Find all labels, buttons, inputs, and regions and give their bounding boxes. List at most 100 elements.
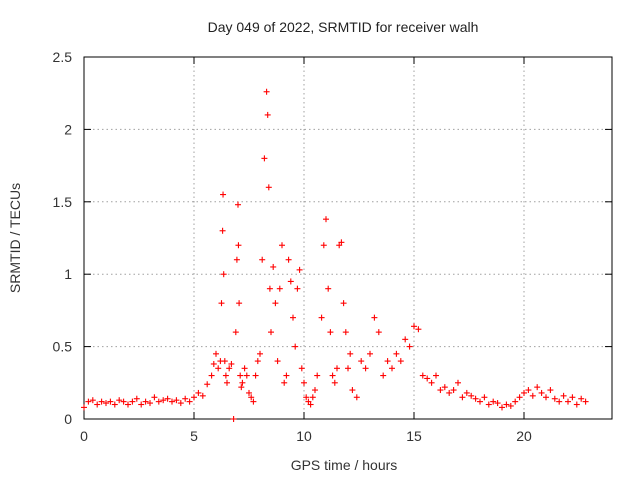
data-point <box>455 379 461 386</box>
data-point <box>560 392 567 399</box>
data-point <box>477 398 483 405</box>
data-point <box>393 350 400 357</box>
data-point <box>285 256 292 263</box>
data-point <box>266 285 273 292</box>
data-point <box>323 216 329 223</box>
data-point <box>320 242 327 249</box>
data-point <box>468 392 475 399</box>
data-point <box>257 350 263 357</box>
data-point <box>213 350 219 357</box>
data-series-srmtid <box>81 88 589 422</box>
data-point <box>116 397 123 404</box>
y-tick-label: 1 <box>64 266 72 282</box>
data-point <box>521 389 527 396</box>
data-point <box>358 358 365 365</box>
data-point <box>551 395 558 402</box>
data-point <box>107 398 114 405</box>
x-axis-label: GPS time / hours <box>291 457 398 473</box>
data-point <box>238 384 245 391</box>
data-point <box>490 398 497 405</box>
data-point <box>331 379 338 386</box>
x-tick-label: 5 <box>190 428 198 444</box>
y-axis-label: SRMTID / TECUs <box>7 183 23 293</box>
data-point <box>290 314 296 321</box>
data-point <box>94 401 101 408</box>
data-point <box>565 398 571 405</box>
data-point <box>147 400 153 407</box>
data-point <box>298 365 305 372</box>
data-point <box>338 239 345 246</box>
data-point <box>294 285 301 292</box>
data-point <box>270 263 277 270</box>
data-point <box>384 358 391 365</box>
data-point <box>481 394 488 401</box>
data-point <box>226 365 233 372</box>
plot-frame <box>83 56 613 420</box>
x-tick-label: 10 <box>296 428 312 444</box>
data-point <box>265 184 272 191</box>
data-point <box>276 285 283 292</box>
data-point <box>85 398 92 405</box>
chart-title: Day 049 of 2022, SRMTID for receiver wal… <box>208 19 479 35</box>
data-point <box>402 336 409 343</box>
data-point <box>433 372 439 379</box>
data-point <box>340 300 347 307</box>
data-point <box>406 343 413 350</box>
data-point <box>237 372 244 379</box>
data-point <box>155 398 162 405</box>
data-point <box>250 398 257 405</box>
data-point <box>327 329 334 336</box>
data-point <box>208 372 215 379</box>
y-tick-label: 2 <box>64 121 72 137</box>
grid-lines <box>84 57 612 419</box>
data-point <box>292 343 299 350</box>
data-point <box>424 375 431 382</box>
data-point <box>246 389 252 396</box>
data-point <box>111 401 118 408</box>
data-point <box>133 395 140 402</box>
data-point <box>224 379 230 386</box>
data-point <box>371 314 378 321</box>
data-point <box>437 387 444 394</box>
data-point <box>353 394 360 401</box>
data-point <box>142 398 149 405</box>
data-point <box>459 394 466 401</box>
data-point <box>228 360 235 367</box>
data-point <box>195 389 202 396</box>
data-point <box>252 372 259 379</box>
data-point <box>485 401 492 408</box>
data-point <box>419 372 426 379</box>
data-point <box>279 242 285 249</box>
data-point <box>98 398 105 405</box>
data-point <box>220 191 227 198</box>
data-point <box>547 387 554 394</box>
data-point <box>215 365 222 372</box>
data-point <box>287 278 294 285</box>
data-point <box>334 365 340 372</box>
x-tick-label: 15 <box>406 428 422 444</box>
data-point <box>236 300 243 307</box>
data-point <box>103 400 109 407</box>
data-point <box>446 389 453 396</box>
data-point <box>263 88 270 95</box>
data-point <box>512 398 519 405</box>
data-point <box>254 358 261 365</box>
data-point <box>309 394 316 401</box>
data-point <box>186 398 193 405</box>
data-point <box>169 398 175 405</box>
data-point <box>204 381 211 388</box>
data-point <box>534 384 541 391</box>
data-point <box>81 404 87 411</box>
data-point <box>318 314 325 321</box>
data-point <box>235 242 242 249</box>
data-point <box>220 271 227 278</box>
y-tick-label: 0.5 <box>53 339 73 355</box>
data-point <box>380 372 387 379</box>
data-point <box>314 372 321 379</box>
data-point <box>191 394 197 401</box>
data-point <box>349 387 356 394</box>
y-tick-label: 0 <box>64 411 72 427</box>
y-tick-label: 2.5 <box>53 49 73 65</box>
data-point <box>177 400 184 407</box>
data-point <box>261 155 268 162</box>
